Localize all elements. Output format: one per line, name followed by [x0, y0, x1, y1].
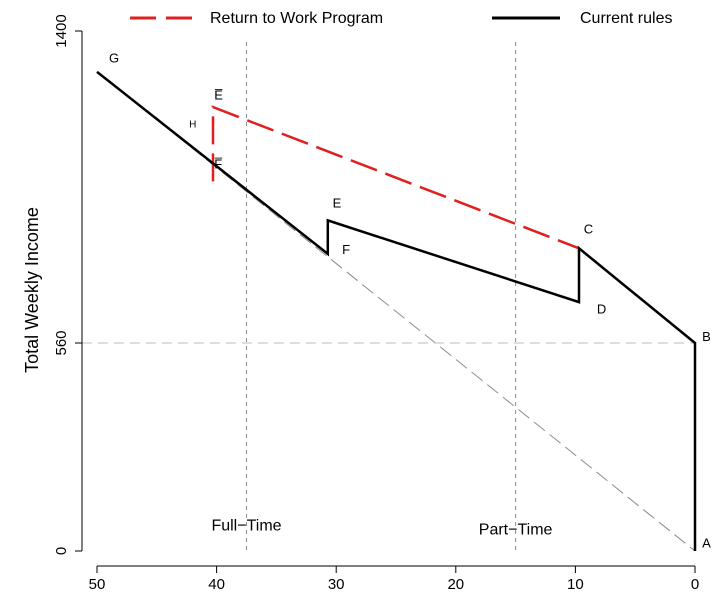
point-label-10: A [702, 535, 711, 550]
point-label-3: H [189, 120, 196, 131]
point-label-2: E̅ [214, 88, 223, 103]
point-label-7: C [584, 221, 593, 236]
legend-label-return-to-work: Return to Work Program [210, 10, 383, 27]
point-label-9: B [702, 329, 711, 344]
x-tick-label-50: 50 [89, 576, 106, 593]
region-label-1: Full−Time [211, 518, 281, 535]
x-tick-label-30: 30 [328, 576, 345, 593]
point-label-6: F [342, 242, 350, 257]
x-tick-label-20: 20 [447, 576, 464, 593]
x-tick-label-40: 40 [208, 576, 225, 593]
point-label-5: E [333, 195, 342, 210]
y-axis-label: Total Weekly Income [22, 207, 42, 373]
point-label-1: G [109, 51, 119, 66]
y-tick-label-560: 560 [53, 330, 70, 355]
y-tick-label-1400: 1400 [53, 14, 70, 47]
series-line-return-to-work [211, 105, 580, 250]
y-tick-label-0: 0 [53, 547, 70, 555]
region-label-2: Part−Time [479, 521, 553, 538]
legend: Return to Work Program Current rules [130, 10, 672, 27]
series-line-current-rules [96, 70, 697, 551]
legend-label-current-rules: Current rules [580, 10, 672, 27]
x-tick-label-10: 10 [567, 576, 584, 593]
x-tick-label-0: 0 [691, 576, 699, 593]
point-label-8: D [597, 301, 606, 316]
plot-area: 0 560 1400 50 40 30 20 10 0 Full−Time Part−Time G E̅… [53, 14, 711, 593]
point-label-4: F̅ [214, 156, 222, 171]
